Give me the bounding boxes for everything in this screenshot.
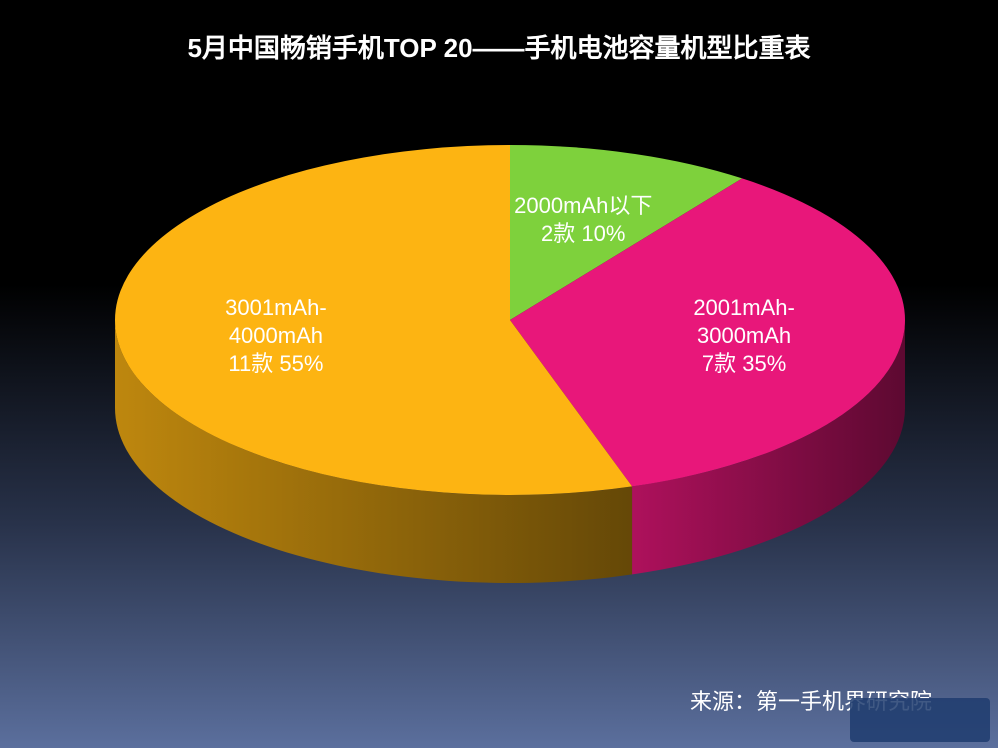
chart-title: 5月中国畅销手机TOP 20——手机电池容量机型比重表 <box>187 33 811 63</box>
category-label: 3001mAh-4000mAh <box>225 295 327 349</box>
category-label: 2000mAh以下 <box>514 193 653 219</box>
pie-side <box>115 320 633 583</box>
value-label: 7款 35% <box>701 351 787 377</box>
watermark <box>850 698 990 742</box>
pie-slice <box>510 145 743 320</box>
slice-label: 2000mAh以下 2款 10% <box>514 192 652 248</box>
value-label: 2款 10% <box>541 221 626 247</box>
pie-side <box>632 320 905 575</box>
value-label: 11款 55% <box>228 351 324 377</box>
pie-slice <box>114 145 633 496</box>
category-label: 2001mAh-3000mAh <box>693 295 795 349</box>
slice-label: 3001mAh-4000mAh 11款 55% <box>216 294 336 378</box>
slice-label: 2001mAh-3000mAh 7款 35% <box>684 294 804 378</box>
pie-slice <box>510 178 905 487</box>
